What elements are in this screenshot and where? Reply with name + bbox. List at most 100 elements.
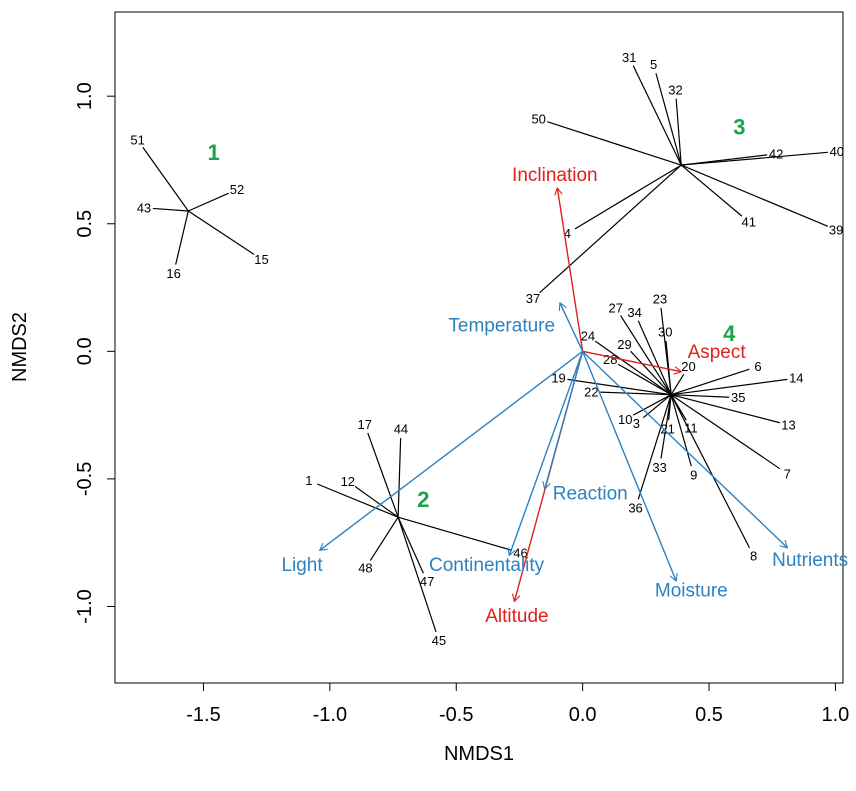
spider-line — [680, 164, 829, 227]
cluster-label: 1 — [207, 140, 219, 165]
y-tick-label: 0.0 — [74, 337, 96, 365]
env-vector-arrow — [582, 350, 788, 547]
env-vector-arrow — [581, 351, 677, 581]
spider-line — [152, 207, 189, 212]
env-vector-arrow — [509, 351, 584, 555]
spider-line — [539, 164, 682, 294]
cluster-label: 3 — [733, 114, 745, 139]
spider-line — [367, 432, 399, 518]
site-label: 19 — [551, 371, 565, 386]
spider-line — [670, 394, 751, 549]
x-axis: -1.5 -1.0 -0.5 0.0 0.5 1.0 — [186, 683, 849, 726]
site-label: 33 — [652, 460, 666, 475]
spider-line — [670, 394, 692, 467]
site-label: 35 — [731, 390, 745, 405]
env-vector-label: Inclination — [512, 165, 598, 186]
plot-frame — [114, 11, 844, 684]
env-vector-label: Reaction — [553, 484, 628, 505]
site-label: 34 — [627, 305, 641, 320]
x-tick-label: 1.0 — [822, 704, 850, 726]
site-label: 8 — [750, 548, 757, 563]
x-tick-label: -1.5 — [186, 704, 220, 726]
site-label: 28 — [603, 352, 617, 367]
y-tick-label: 0.5 — [74, 210, 96, 238]
y-tick-label: -1.0 — [74, 589, 96, 623]
cluster-label: 4 — [723, 321, 736, 346]
x-tick-label: 0.5 — [695, 704, 723, 726]
site-label: 48 — [358, 561, 372, 576]
env-vector-label: Aspect — [688, 342, 747, 363]
environmental-vectors — [320, 188, 788, 601]
site-label: 39 — [829, 222, 843, 237]
env-vector-arrow — [545, 351, 584, 489]
env-vector-label: Temperature — [448, 315, 555, 336]
spider-line — [670, 373, 685, 396]
site-label: 5 — [650, 57, 657, 72]
spider-line — [397, 438, 402, 518]
site-label: 24 — [581, 328, 595, 343]
spider-line — [175, 210, 189, 265]
site-label: 20 — [681, 359, 695, 374]
site-label: 4 — [564, 226, 571, 241]
site-label: 21 — [660, 422, 674, 437]
site-label: 9 — [690, 467, 697, 482]
spider-line — [660, 394, 672, 459]
spider-line — [637, 394, 672, 500]
site-label: 47 — [420, 574, 434, 589]
spider-line — [369, 516, 399, 561]
x-axis-title: NMDS1 — [444, 743, 514, 765]
cluster-label: 2 — [417, 487, 429, 512]
site-label: 14 — [789, 371, 803, 386]
y-axis-title: NMDS2 — [9, 312, 31, 382]
spider-line — [547, 121, 682, 166]
site-label: 43 — [137, 200, 151, 215]
site-label: 29 — [617, 337, 631, 352]
spider-line — [574, 164, 682, 230]
spider-line — [594, 340, 672, 396]
spider-line — [681, 151, 828, 166]
site-label: 51 — [130, 132, 144, 147]
spider-line — [620, 315, 672, 396]
spider-line — [655, 73, 682, 166]
spider-line — [397, 516, 513, 551]
site-label: 15 — [254, 252, 268, 267]
spider-line — [671, 394, 730, 398]
x-tick-label: -0.5 — [439, 704, 473, 726]
spider-line — [637, 320, 672, 395]
site-label: 36 — [628, 500, 642, 515]
site-label: 1 — [305, 473, 312, 488]
spider-line — [670, 368, 750, 396]
site-label: 50 — [531, 111, 545, 126]
spider-line — [681, 154, 768, 166]
env-vector-arrow — [582, 350, 682, 371]
site-label: 44 — [394, 422, 408, 437]
env-vector-label: Moisture — [655, 581, 728, 602]
env-vector-arrow — [557, 188, 584, 352]
site-label: 10 — [618, 412, 632, 427]
site-label: 30 — [658, 325, 672, 340]
spider-line — [617, 363, 672, 396]
y-tick-label: 1.0 — [74, 82, 96, 110]
env-vector-label: Nutrients — [772, 550, 848, 571]
site-label: 16 — [166, 266, 180, 281]
site-label: 45 — [432, 633, 446, 648]
site-label: 42 — [769, 146, 783, 161]
site-label: 27 — [608, 301, 622, 316]
site-label: 22 — [584, 384, 598, 399]
spider-line — [354, 486, 399, 518]
env-vector-label: Altitude — [485, 606, 548, 627]
site-label: 12 — [341, 474, 355, 489]
x-tick-label: 0.0 — [569, 704, 597, 726]
site-label: 17 — [357, 417, 371, 432]
site-label: 7 — [784, 466, 791, 481]
site-label: 37 — [526, 291, 540, 306]
spider-line — [316, 483, 399, 518]
spider-line — [397, 516, 437, 633]
site-label: 23 — [653, 292, 667, 307]
env-vector-arrow — [560, 303, 584, 352]
spider-line — [671, 378, 788, 396]
spider-line — [675, 98, 682, 166]
spider-line — [142, 146, 189, 212]
y-axis: -1.0 -0.5 0.0 0.5 1.0 — [74, 82, 115, 624]
